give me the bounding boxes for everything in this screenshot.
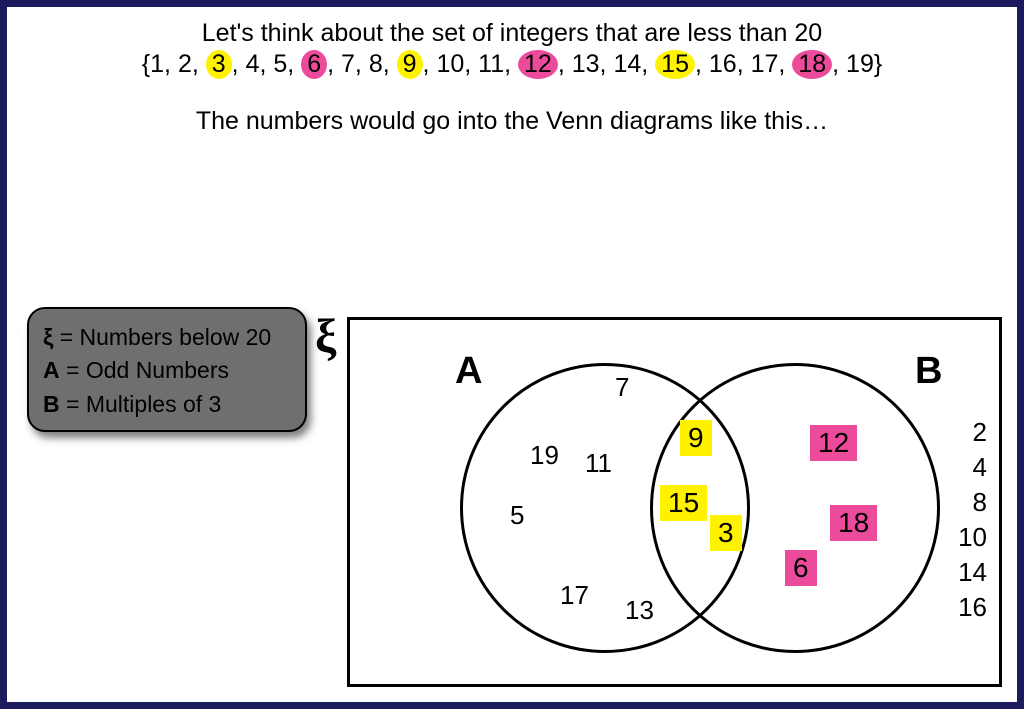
set-element: 8: [369, 50, 383, 78]
set-element: 10: [436, 50, 464, 78]
legend-xi-label: = Numbers below 20: [53, 324, 271, 350]
legend-b-label: = Multiples of 3: [60, 391, 222, 417]
set-element: 3: [206, 50, 232, 79]
legend-row-b: B = Multiples of 3: [43, 388, 291, 421]
venn-number: 9: [680, 420, 712, 456]
legend-a-symbol: A: [43, 357, 60, 383]
set-element: 16: [709, 50, 737, 78]
set-element: 1: [150, 50, 164, 78]
set-element: 15: [655, 50, 695, 79]
set-element: 7: [341, 50, 355, 78]
venn-number: 17: [560, 580, 589, 611]
venn-label-a: A: [455, 350, 482, 393]
subheader: The numbers would go into the Venn diagr…: [7, 107, 1017, 136]
header-line1: Let's think about the set of integers th…: [7, 19, 1017, 48]
set-prefix: {: [142, 50, 150, 78]
set-element: 17: [751, 50, 779, 78]
venn-number: 19: [530, 440, 559, 471]
legend-row-a: A = Odd Numbers: [43, 354, 291, 387]
set-element: 11: [478, 50, 504, 78]
set-element: 9: [397, 50, 423, 79]
set-element: 12: [518, 50, 558, 79]
set-element: 14: [613, 50, 641, 78]
venn-number: 13: [625, 595, 654, 626]
set-suffix: }: [874, 50, 882, 78]
legend-a-label: = Odd Numbers: [60, 357, 229, 383]
venn-number: 7: [615, 372, 629, 403]
set-elements: 1, 2, 3, 4, 5, 6, 7, 8, 9, 10, 11, 12, 1…: [150, 50, 874, 78]
legend-b-symbol: B: [43, 391, 60, 417]
venn-number: 15: [660, 485, 707, 521]
venn-number: 5: [510, 500, 524, 531]
main-frame: Let's think about the set of integers th…: [0, 0, 1024, 709]
set-element: 2: [178, 50, 192, 78]
set-element: 4: [246, 50, 260, 78]
legend-box: ξ = Numbers below 20 A = Odd Numbers B =…: [27, 307, 307, 432]
venn-label-b: B: [915, 350, 942, 393]
legend-row-xi: ξ = Numbers below 20: [43, 321, 291, 354]
venn-number: 6: [785, 550, 817, 586]
venn-number: 11: [585, 448, 612, 479]
set-element: 13: [572, 50, 600, 78]
set-element: 5: [273, 50, 287, 78]
set-element: 19: [846, 50, 874, 78]
header-set-list: {1, 2, 3, 4, 5, 6, 7, 8, 9, 10, 11, 12, …: [7, 50, 1017, 79]
set-element: 18: [792, 50, 832, 79]
venn-number: 18: [830, 505, 877, 541]
venn-number: 3: [710, 515, 742, 551]
legend-xi-symbol: ξ: [43, 324, 53, 350]
venn-universe-box: A B 7 19 11 5 17 13 9 153 12 18 6 248101416: [347, 317, 1002, 687]
outside-numbers: 248101416: [958, 415, 987, 626]
venn-number: 12: [810, 425, 857, 461]
xi-outside-symbol: ξ: [315, 309, 336, 364]
set-element: 6: [301, 50, 327, 79]
